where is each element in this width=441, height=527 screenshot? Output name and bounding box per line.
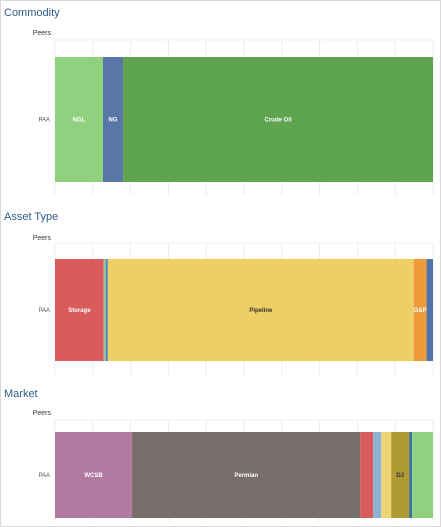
bar-segment <box>55 432 133 518</box>
bar-segment <box>360 432 374 518</box>
bar-segment <box>103 57 124 182</box>
category-label: PAA <box>38 473 50 479</box>
chart-title: Market <box>4 388 38 400</box>
chart-title: Asset Type <box>4 211 58 223</box>
bar-segment <box>107 259 414 361</box>
bar-segment <box>426 259 433 361</box>
category-label: PAA <box>38 118 50 124</box>
category-label: PAA <box>38 308 50 314</box>
segment-label: Permian <box>234 473 258 479</box>
peers-label: Peers <box>33 410 52 417</box>
segment-label: G&P <box>414 308 427 314</box>
chart-title: Commodity <box>4 7 60 19</box>
bar-segment <box>105 259 108 361</box>
segment-label: DJ <box>396 473 404 479</box>
bar-segment <box>55 259 104 361</box>
bar-segment <box>373 432 382 518</box>
bar-segment <box>103 259 106 361</box>
segment-label: Pipeline <box>249 308 273 314</box>
segment-label: Crude Oil <box>265 118 292 124</box>
segment-label: NG <box>109 118 118 124</box>
segment-label: Storage <box>68 308 91 314</box>
bar-segment <box>409 432 413 518</box>
bar-segment <box>123 57 433 182</box>
segment-label: WCSB <box>84 473 103 479</box>
bar-segment <box>381 432 392 518</box>
bar-segment <box>55 57 104 182</box>
segment-label: NGL <box>73 118 86 124</box>
bar-segment <box>413 259 427 361</box>
bar-segment <box>391 432 410 518</box>
bar-segment <box>132 432 361 518</box>
peers-label: Peers <box>33 235 52 242</box>
bar-segment <box>412 432 433 518</box>
peers-label: Peers <box>33 30 52 37</box>
